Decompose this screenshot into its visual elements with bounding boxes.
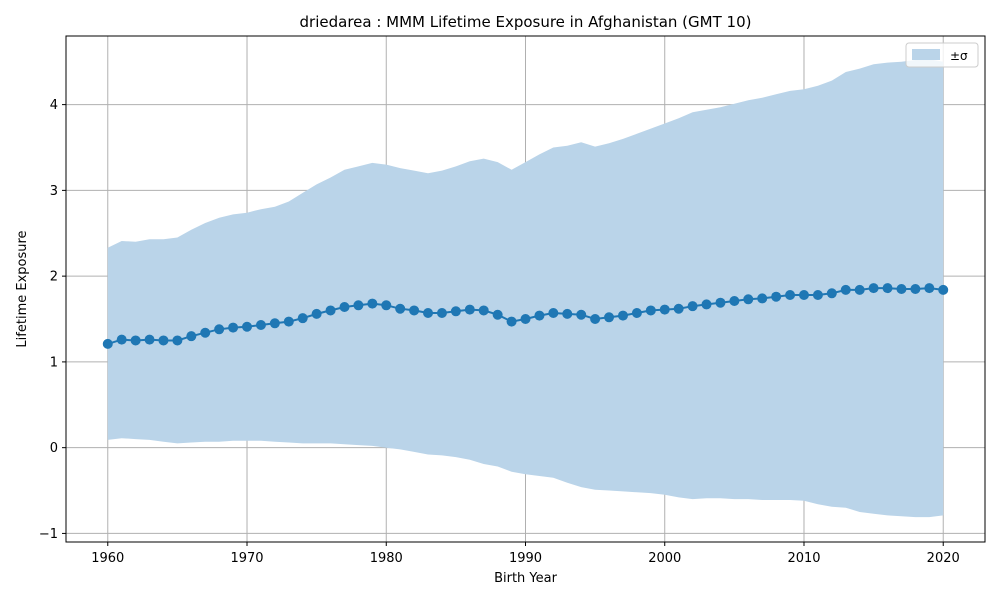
x-axis-ticks: 1960 1970 1980 1990 2000 2010 2020 (91, 542, 960, 566)
data-point (729, 296, 740, 307)
data-point (158, 335, 169, 346)
data-point (214, 324, 225, 335)
data-point (102, 338, 113, 349)
x-tick-label: 2000 (648, 551, 681, 566)
data-point (255, 320, 266, 331)
data-point (353, 300, 364, 311)
data-point (200, 327, 211, 338)
data-point (381, 300, 392, 311)
y-tick-label: 1 (50, 355, 58, 370)
x-axis-label: Birth Year (494, 571, 558, 586)
data-point (715, 297, 726, 308)
sigma-band (107, 59, 944, 518)
data-point (924, 283, 935, 294)
y-tick-label: 2 (50, 270, 58, 285)
data-point (297, 313, 308, 324)
data-point (464, 304, 475, 315)
data-point (269, 318, 280, 329)
data-point (938, 284, 949, 295)
data-point (743, 294, 754, 305)
legend-label: ±σ (950, 49, 968, 63)
data-point (130, 335, 141, 346)
data-point (617, 310, 628, 321)
data-point (673, 303, 684, 314)
data-point (798, 290, 809, 301)
data-point (395, 303, 406, 314)
x-tick-label: 1990 (509, 551, 542, 566)
data-point (576, 309, 587, 320)
data-point (144, 334, 155, 345)
legend: ±σ (905, 42, 979, 68)
data-point (506, 316, 517, 327)
data-point (701, 299, 712, 310)
x-tick-label: 2010 (787, 551, 820, 566)
data-point (492, 309, 503, 320)
data-point (450, 306, 461, 317)
data-point (562, 308, 573, 319)
sigma-band-layer (107, 59, 944, 518)
y-tick-label: 0 (50, 441, 58, 456)
data-point (423, 308, 434, 319)
data-point (116, 334, 127, 345)
data-point (409, 305, 420, 316)
data-point (785, 290, 796, 301)
chart-title: driedarea : MMM Lifetime Exposure in Afg… (300, 13, 752, 31)
y-tick-label: 3 (50, 184, 58, 199)
data-point (242, 321, 253, 332)
y-axis-ticks: −1 0 1 2 3 4 (39, 98, 66, 542)
x-tick-label: 1970 (230, 551, 263, 566)
data-point (840, 284, 851, 295)
data-point (367, 298, 378, 309)
series-points-layer (102, 283, 949, 349)
data-point (548, 308, 559, 319)
y-tick-label: 4 (50, 98, 58, 113)
y-axis-label: Lifetime Exposure (15, 230, 30, 347)
data-point (826, 288, 837, 299)
data-point (645, 305, 656, 316)
data-point (436, 308, 447, 319)
x-tick-label: 2020 (927, 551, 960, 566)
x-tick-label: 1960 (91, 551, 124, 566)
data-point (882, 283, 893, 294)
data-point (854, 284, 865, 295)
data-point (478, 305, 489, 316)
data-point (339, 302, 350, 313)
data-point (910, 284, 921, 294)
data-point (520, 314, 531, 325)
data-point (659, 304, 670, 315)
data-point (631, 308, 642, 319)
y-tick-label: −1 (39, 527, 58, 542)
x-tick-label: 1980 (370, 551, 403, 566)
data-point (172, 335, 183, 346)
data-point (604, 312, 615, 323)
data-point (590, 314, 601, 325)
data-point (812, 290, 823, 301)
data-point (228, 322, 239, 333)
data-point (186, 331, 197, 342)
data-point (771, 291, 782, 302)
data-point (534, 310, 545, 321)
data-point (896, 284, 907, 294)
data-point (325, 305, 336, 316)
data-point (311, 308, 322, 319)
data-point (757, 293, 768, 304)
data-point (868, 283, 879, 294)
data-point (687, 301, 698, 312)
legend-swatch (912, 49, 940, 60)
data-point (283, 316, 294, 327)
